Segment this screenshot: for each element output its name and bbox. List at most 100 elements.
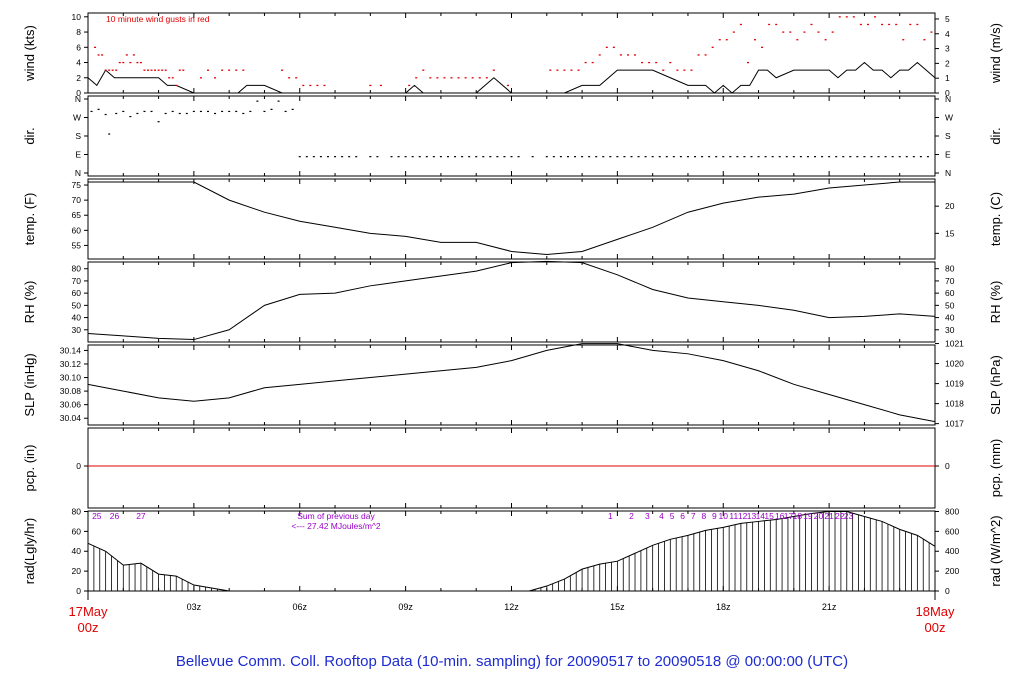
y-tick-label-left: 50 <box>72 300 82 310</box>
gust-point <box>838 16 841 18</box>
dir-point <box>503 156 506 158</box>
y-tick-label-right: W <box>945 113 953 123</box>
y-tick-label-right: 50 <box>945 300 955 310</box>
gust-point <box>648 61 651 64</box>
gust-point <box>725 39 728 41</box>
gust-point <box>150 69 153 71</box>
rad-hour-label: 3 <box>645 511 650 521</box>
y-tick-label-right: 4 <box>945 29 950 39</box>
x-tick-label: 03z <box>187 602 202 612</box>
gust-point <box>506 84 509 87</box>
dir-point <box>686 156 689 158</box>
dir-point <box>545 156 548 158</box>
gust-point <box>422 69 425 71</box>
gust-point <box>775 23 778 26</box>
y-tick-label-left: E <box>75 150 81 160</box>
dir-point <box>884 156 887 158</box>
gust-point <box>101 54 104 56</box>
dir-point <box>129 115 132 118</box>
dir-point <box>256 100 259 102</box>
y-tick-label-right: 20 <box>945 201 955 211</box>
dir-point <box>623 156 626 158</box>
rad-hour-label: 11 <box>729 511 738 521</box>
x-start-time: 00z <box>78 620 99 635</box>
x-tick-label: 09z <box>398 602 413 612</box>
gust-point <box>662 69 665 71</box>
y-tick-label-left: 60 <box>72 288 82 298</box>
gust-point <box>471 77 474 79</box>
SLP-line <box>87 343 936 423</box>
y-tick-label-left: 30 <box>72 325 82 335</box>
y-tick-label-right: 1021 <box>945 339 964 349</box>
gust-point <box>584 61 587 64</box>
x-tick-label: 18z <box>716 602 731 612</box>
rad-hour-label: 13 <box>747 511 757 521</box>
dir-point <box>856 156 859 158</box>
dir-point <box>757 156 760 158</box>
dir-point <box>715 156 718 158</box>
y-axis-label-left: rad(Lgly/hr) <box>22 518 37 584</box>
y-tick-label-right: 80 <box>945 264 955 274</box>
dir-point <box>90 110 93 113</box>
gust-point <box>845 16 848 18</box>
rad-note-line2: <--- 27.42 MJoules/m^2 <box>291 521 381 531</box>
gust-point <box>605 46 608 48</box>
gust-point <box>768 23 771 26</box>
rad-hour-label: 18 <box>793 511 803 521</box>
y-axis-label-left: pcp. (in) <box>22 445 37 492</box>
dir-point <box>898 156 901 158</box>
gust-point <box>316 84 319 87</box>
gust-point <box>803 31 806 33</box>
dir-point <box>376 156 379 158</box>
y-tick-label-right: 2 <box>945 58 950 68</box>
y-axis-label-left: wind (kts) <box>22 25 37 82</box>
gust-point <box>214 77 217 79</box>
y-tick-label-right: 70 <box>945 276 955 286</box>
dir-point <box>115 112 118 115</box>
dir-point <box>439 156 442 158</box>
dir-point <box>482 156 485 158</box>
dir-point <box>566 156 569 158</box>
dir-point <box>489 156 492 158</box>
gust-point <box>485 77 488 79</box>
rad-hour-label: 9 <box>712 511 717 521</box>
dir-point <box>877 156 880 158</box>
gust-point <box>450 77 453 79</box>
gust-point <box>824 39 827 41</box>
panel-dir: dir. dir.N NW WS SE EN N <box>22 94 1003 178</box>
rad-hour-label: 25 <box>92 511 102 521</box>
gust-point <box>295 77 298 79</box>
x-start-day: 17May <box>68 604 108 619</box>
gust-point <box>909 23 912 26</box>
gust-point <box>104 69 107 71</box>
dir-point <box>891 156 894 158</box>
dir-point <box>291 108 294 110</box>
y-tick-label-left: 30.10 <box>60 373 82 383</box>
y-tick-label-left: 65 <box>72 210 82 220</box>
dir-point <box>510 156 513 158</box>
gust-point <box>549 69 552 71</box>
panel-SLP: SLP (inHg) SLP (hPa) 30.04 30.06 30.08 30.10 3… <box>22 339 1003 429</box>
dir-point <box>397 156 400 158</box>
y-tick-label-right: E <box>945 150 951 160</box>
y-tick-label-left: 40 <box>72 546 82 556</box>
y-axis-label-left: temp. (F) <box>22 193 37 246</box>
dir-point <box>595 156 598 158</box>
y-tick-label-left: 60 <box>72 225 82 235</box>
gust-point <box>852 16 855 18</box>
y-tick-label-left: 30.06 <box>60 400 82 410</box>
gust-point <box>143 69 146 71</box>
gust-point <box>164 69 167 71</box>
gust-point <box>577 69 580 71</box>
dir-point <box>658 156 661 158</box>
y-tick-label-right: N <box>945 168 951 178</box>
gust-point <box>288 77 291 79</box>
dir-point <box>425 156 428 158</box>
gust-point <box>309 84 312 87</box>
panel-frame <box>87 344 936 426</box>
gust-point <box>556 69 559 71</box>
dir-point <box>355 156 358 158</box>
dir-point <box>475 156 478 158</box>
